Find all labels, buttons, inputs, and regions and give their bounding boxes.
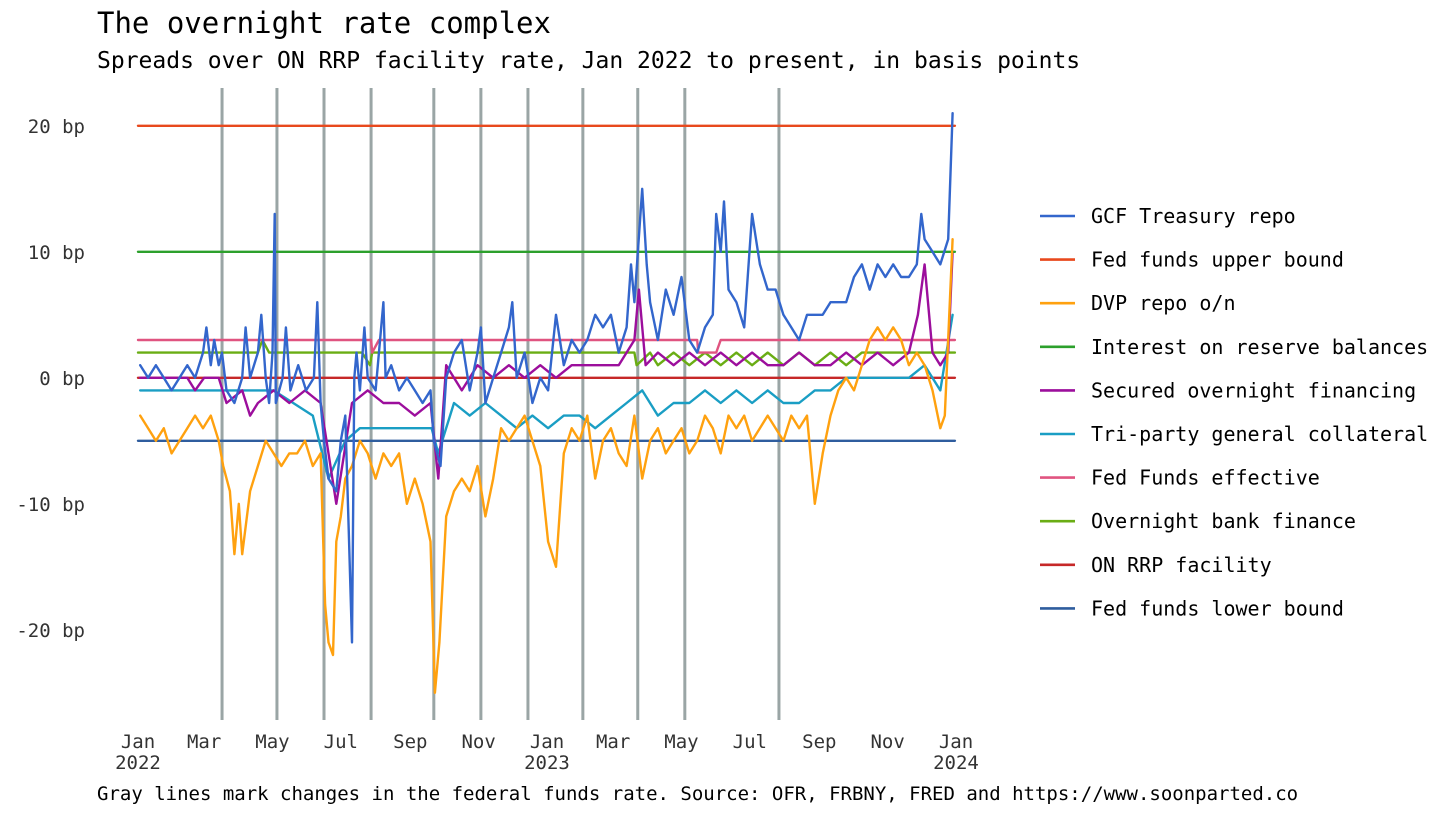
chart-subtitle: Spreads over ON RRP facility rate, Jan 2… xyxy=(97,48,1081,74)
x-tick-label: Jan xyxy=(939,731,973,753)
x-tick-label: Nov xyxy=(870,731,904,753)
x-tick-label: Jul xyxy=(733,731,767,753)
legend-item: Tri-party general collateral xyxy=(1040,422,1428,446)
legend-label: Fed Funds effective xyxy=(1091,466,1320,490)
legend-item: Overnight bank finance xyxy=(1040,509,1356,533)
legend-item: Fed funds lower bound xyxy=(1040,596,1344,620)
y-tick-label: -20 bp xyxy=(16,620,85,642)
legend-label: Overnight bank finance xyxy=(1091,509,1356,533)
legend-label: DVP repo o/n xyxy=(1091,291,1236,315)
legend-item: Secured overnight financing xyxy=(1040,378,1416,402)
y-tick-label: 20 bp xyxy=(28,116,85,138)
legend-item: ON RRP facility xyxy=(1040,553,1272,577)
legend-label: Fed funds lower bound xyxy=(1091,596,1344,620)
y-tick-label: 0 bp xyxy=(39,368,85,390)
x-tick-label: Sep xyxy=(802,731,836,753)
x-tick-label: Jul xyxy=(324,731,358,753)
x-tick-label: Nov xyxy=(461,731,495,753)
chart-title: The overnight rate complex xyxy=(97,6,551,40)
y-tick-label: -10 bp xyxy=(16,494,85,516)
legend-label: ON RRP facility xyxy=(1091,553,1272,577)
series-line xyxy=(136,338,957,367)
legend-label: Tri-party general collateral xyxy=(1091,422,1428,446)
x-tick-year: 2022 xyxy=(115,752,161,774)
legend-label: Secured overnight financing xyxy=(1091,378,1416,402)
legend-item: DVP repo o/n xyxy=(1040,291,1236,315)
legend-item: Fed funds upper bound xyxy=(1040,248,1344,272)
legend: GCF Treasury repo Fed funds upper bound DV… xyxy=(1040,204,1428,620)
x-tick-year: 2023 xyxy=(524,752,570,774)
legend-item: Fed Funds effective xyxy=(1040,466,1320,490)
x-tick-label: Sep xyxy=(393,731,427,753)
series-line xyxy=(138,237,954,694)
x-tick-label: May xyxy=(664,731,698,753)
x-tick-label: May xyxy=(255,731,289,753)
rate-change-markers xyxy=(220,88,781,720)
series-line xyxy=(138,111,954,644)
x-tick-year: 2024 xyxy=(933,752,979,774)
legend-label: GCF Treasury repo xyxy=(1091,204,1296,228)
x-tick-label: Mar xyxy=(187,731,221,753)
chart-caption: Gray lines mark changes in the federal f… xyxy=(97,783,1299,805)
legend-item: Interest on reserve balances xyxy=(1040,335,1428,359)
legend-label: Fed funds upper bound xyxy=(1091,248,1344,272)
x-tick-label: Jan xyxy=(121,731,155,753)
series-line xyxy=(136,338,957,354)
series-line xyxy=(138,250,954,505)
y-tick-label: 10 bp xyxy=(28,242,85,264)
legend-label: Interest on reserve balances xyxy=(1091,335,1428,359)
y-axis: 20 bp 10 bp 0 bp -10 bp -20 bp xyxy=(16,116,85,642)
series-lines xyxy=(136,111,957,694)
legend-item: GCF Treasury repo xyxy=(1040,204,1296,228)
x-tick-label: Mar xyxy=(596,731,630,753)
x-tick-label: Jan xyxy=(530,731,564,753)
